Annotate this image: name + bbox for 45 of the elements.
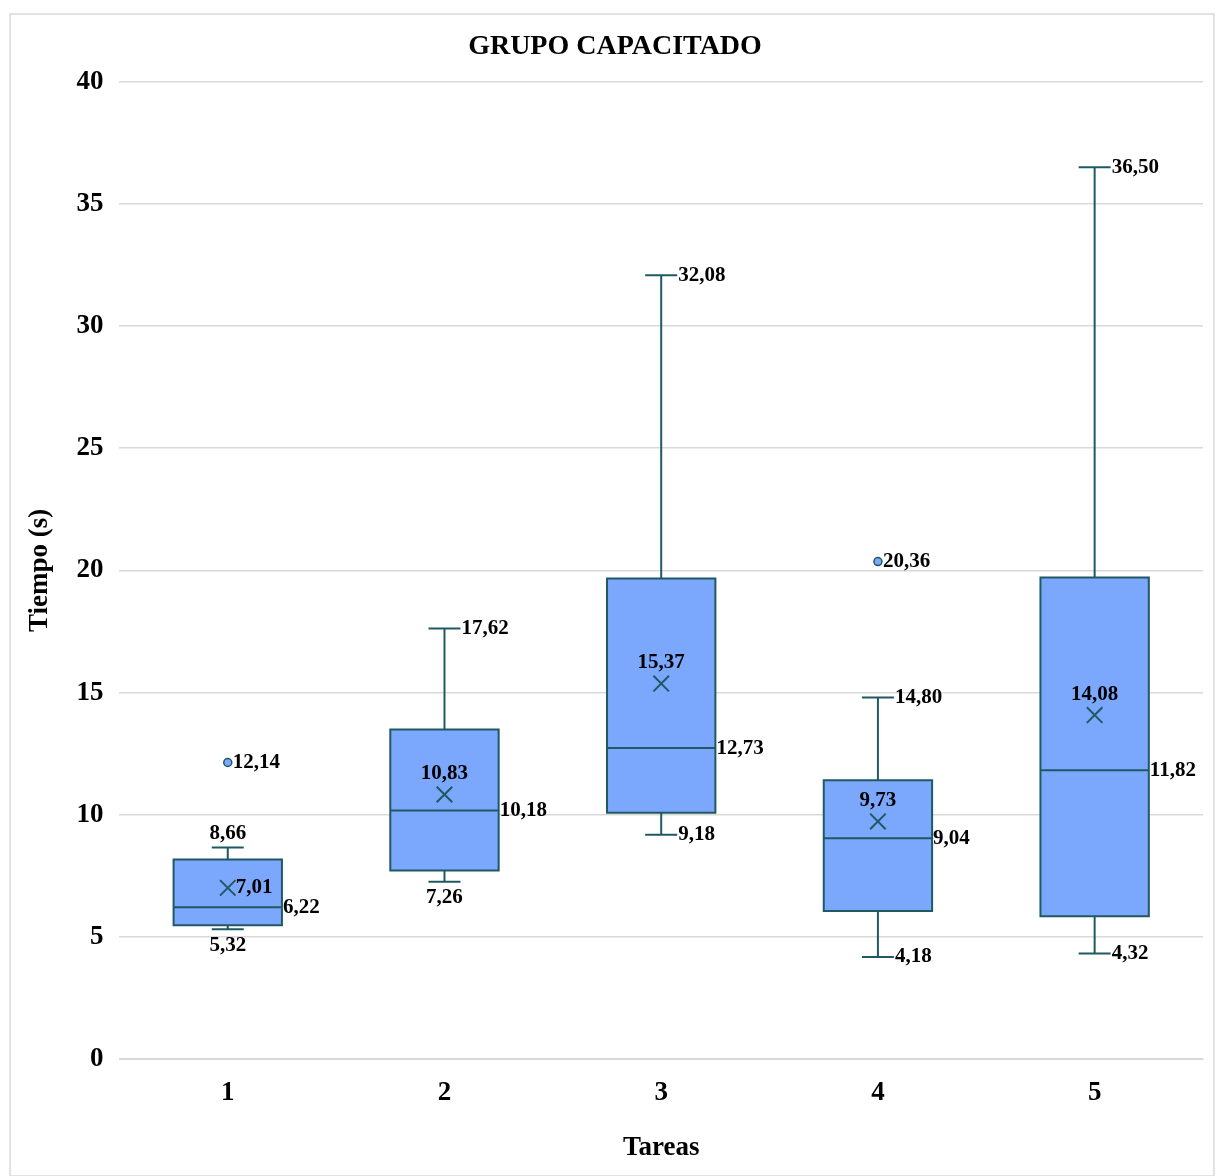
annotation: 11,82 <box>1149 756 1196 781</box>
y-axis-title: Tiempo (s) <box>23 508 54 633</box>
x-tick-label: 1 <box>221 1076 235 1107</box>
x-tick-label: 2 <box>437 1076 452 1107</box>
y-tick-label: 35 <box>76 186 104 217</box>
annotation: 6,22 <box>282 893 320 918</box>
annotation: 17,62 <box>461 614 509 639</box>
annotation: 14,80 <box>894 683 943 708</box>
point <box>223 757 233 768</box>
annotation: 7,26 <box>426 884 463 909</box>
annotation: 9,18 <box>678 821 715 846</box>
annotation: 10,83 <box>420 759 469 784</box>
annotation: 20,36 <box>882 548 931 573</box>
chart-title: GRUPO CAPACITADO <box>468 29 762 61</box>
y-tick-label: 0 <box>89 1042 104 1073</box>
annotation: 4,18 <box>894 943 932 968</box>
annotation: 8,66 <box>209 819 247 844</box>
annotation: 12,14 <box>232 748 281 773</box>
x-tick-label: 5 <box>1087 1076 1102 1107</box>
annotation: 5,32 <box>209 931 247 956</box>
y-tick-label: 20 <box>76 553 104 584</box>
x-axis-title: Tareas <box>622 1130 700 1161</box>
point <box>869 812 887 831</box>
annotation: 7,01 <box>235 874 273 899</box>
annotation: 10,18 <box>499 796 547 821</box>
annotation: 14,08 <box>1071 680 1119 705</box>
annotation: 9,73 <box>859 786 897 811</box>
annotation: 9,04 <box>933 824 971 849</box>
y-tick-label: 15 <box>76 675 104 706</box>
point <box>652 674 670 693</box>
annotation: 36,50 <box>1111 153 1159 178</box>
annotation: 4,32 <box>1111 940 1149 965</box>
y-tick-label: 30 <box>76 308 104 339</box>
annotation: 15,37 <box>637 648 685 673</box>
y-tick-label: 10 <box>76 797 104 828</box>
annotation: 32,08 <box>678 261 726 286</box>
y-tick-label: 40 <box>76 64 104 95</box>
point <box>1085 706 1104 724</box>
x-tick-label: 4 <box>871 1076 885 1107</box>
x-tick-label: 3 <box>654 1076 668 1107</box>
y-tick-label: 5 <box>89 919 104 950</box>
point <box>218 879 237 897</box>
y-tick-label: 25 <box>76 431 104 462</box>
point <box>435 785 454 804</box>
annotation: 12,73 <box>716 734 764 759</box>
